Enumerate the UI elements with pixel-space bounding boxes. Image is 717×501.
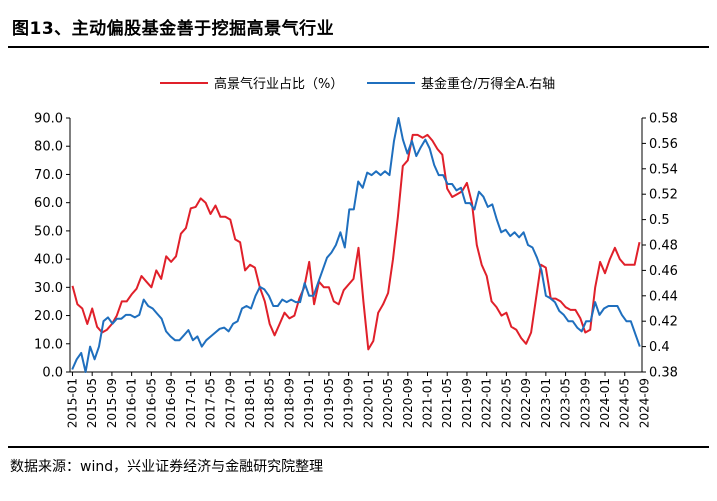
- left-tick-label: 70.0: [34, 168, 63, 183]
- x-tick-label: 2021-01: [421, 378, 435, 428]
- right-tick-label: 0.48: [649, 239, 678, 254]
- x-tick-label: 2021-05: [440, 378, 454, 428]
- right-tick-label: 0.56: [649, 137, 678, 152]
- right-tick-label: 0.54: [649, 162, 678, 177]
- x-tick-label: 2023-01: [539, 378, 553, 428]
- left-tick-label: 50.0: [34, 224, 63, 239]
- chart-lines: [71, 117, 641, 373]
- x-tick-label: 2024-05: [618, 378, 632, 428]
- x-tick-label: 2016-09: [164, 378, 178, 428]
- left-tick-label: 80.0: [34, 140, 63, 155]
- x-tick-label: 2017-09: [223, 378, 237, 428]
- x-tick-label: 2018-09: [282, 378, 296, 428]
- right-tick-label: 0.52: [649, 188, 678, 203]
- footer-divider: [8, 446, 709, 448]
- series-line-high-prosperity: [71, 133, 641, 351]
- source-note: 数据来源：wind，兴业证券经济与金融研究院整理: [10, 459, 324, 475]
- title-divider: [8, 46, 709, 48]
- x-tick-label: 2017-01: [184, 378, 198, 428]
- right-tick-label: 0.4: [649, 340, 670, 355]
- x-tick-label: 2022-09: [519, 378, 533, 428]
- x-tick-label: 2022-05: [499, 378, 513, 428]
- chart-legend: 高景气行业占比（%） 基金重仓/万得全A.右轴: [160, 76, 555, 92]
- x-tick-label: 2021-09: [460, 378, 474, 428]
- x-tick-label: 2015-09: [105, 378, 119, 428]
- series-line-fund-holdings: [71, 117, 641, 373]
- line-chart: 0.0 10.0 20.0 30.0 40.0 50.0 60.0 70.0 80.0 90.0 0…: [34, 76, 678, 429]
- left-tick-label: 10.0: [34, 337, 63, 352]
- x-tick-label: 2019-01: [302, 378, 316, 428]
- right-tick-label: 0.44: [649, 289, 678, 304]
- legend-item-fund-holdings-label: 基金重仓/万得全A.右轴: [421, 76, 555, 92]
- x-tick-label: 2016-01: [125, 378, 139, 428]
- x-tick-label: 2019-05: [322, 378, 336, 428]
- x-tick-label: 2019-09: [342, 378, 356, 428]
- x-tick-label: 2018-01: [243, 378, 257, 428]
- right-tick-label: 0.42: [649, 315, 678, 330]
- x-tick-label: 2020-05: [381, 378, 395, 428]
- x-tick-label: 2022-01: [480, 378, 494, 428]
- chart-axes: 0.0 10.0 20.0 30.0 40.0 50.0 60.0 70.0 80.0 90.0 0…: [34, 112, 678, 429]
- x-tick-label: 2024-09: [637, 378, 651, 428]
- x-tick-label: 2020-01: [361, 378, 375, 428]
- left-tick-label: 30.0: [34, 281, 63, 296]
- x-tick-label: 2018-05: [263, 378, 277, 428]
- x-tick-label: 2020-09: [401, 378, 415, 428]
- x-tick-label: 2015-05: [85, 378, 99, 428]
- x-tick-label: 2015-01: [65, 378, 79, 428]
- left-tick-label: 20.0: [34, 309, 63, 324]
- right-tick-label: 0.5: [649, 213, 670, 228]
- left-tick-label: 60.0: [34, 196, 63, 211]
- x-tick-label: 2017-05: [204, 378, 218, 428]
- legend-item-high-prosperity-label: 高景气行业占比（%）: [214, 76, 343, 92]
- x-tick-label: 2016-05: [144, 378, 158, 428]
- right-tick-label: 0.38: [649, 366, 678, 381]
- right-tick-label: 0.58: [649, 112, 678, 127]
- left-tick-label: 0.0: [42, 366, 63, 381]
- x-tick-label: 2023-09: [578, 378, 592, 428]
- x-tick-label: 2023-05: [559, 378, 573, 428]
- x-tick-label: 2024-01: [598, 378, 612, 428]
- right-tick-label: 0.46: [649, 264, 678, 279]
- left-tick-label: 40.0: [34, 253, 63, 268]
- figure-title: 图13、主动偏股基金善于挖掘高景气行业: [12, 19, 335, 39]
- left-tick-label: 90.0: [34, 112, 63, 127]
